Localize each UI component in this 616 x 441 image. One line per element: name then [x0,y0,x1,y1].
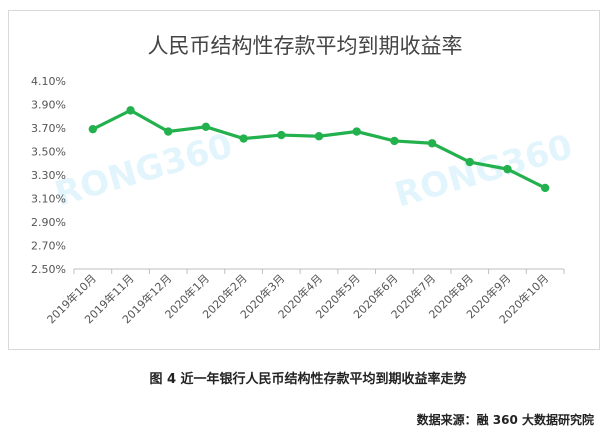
chart-title: 人民币结构性存款平均到期收益率 [148,34,463,58]
y-axis: 2.50% 2.70% 2.90% 3.10% 3.30% 3.50% 3.70% 3.90%… [31,75,66,276]
data-point [465,157,474,167]
y-tick-label: 3.70% [31,122,66,135]
y-tick-label: 3.90% [31,99,66,112]
plot-area [88,106,550,193]
chart-frame: 人民币结构性存款平均到期收益率 RONG360 RONG360 2.50% 2.70… [8,10,600,350]
data-point [126,106,135,115]
watermark-text: RONG360 [390,127,576,216]
y-tick-label: 3.30% [31,169,66,182]
y-tick-label: 2.50% [31,263,66,276]
data-point [503,164,512,174]
data-point [352,127,361,136]
watermark-group: RONG360 RONG360 [50,126,576,216]
data-point [277,130,286,140]
data-source: 数据来源：融 360 大数据研究院 [416,413,594,427]
data-point [427,139,437,148]
watermark-text: RONG360 [50,126,236,215]
data-point [314,132,324,141]
data-point [390,136,399,146]
line-chart: 人民币结构性存款平均到期收益率 RONG360 RONG360 2.50% 2.70… [31,34,577,326]
data-point [239,134,248,143]
y-tick-label: 2.90% [31,216,66,229]
data-point [88,124,98,134]
y-tick-label: 3.10% [31,193,66,206]
y-tick-label: 4.10% [31,75,66,88]
y-tick-label: 2.70% [31,240,66,253]
data-point [164,127,173,136]
data-point [540,183,550,193]
x-axis: 2019年10月2019年11月2019年12月2020年1月2020年2月20… [44,268,565,326]
y-tick-label: 3.50% [31,146,66,159]
figure-caption: 图 4 近一年银行人民币结构性存款平均到期收益率走势 [149,372,467,387]
data-point [201,122,211,132]
